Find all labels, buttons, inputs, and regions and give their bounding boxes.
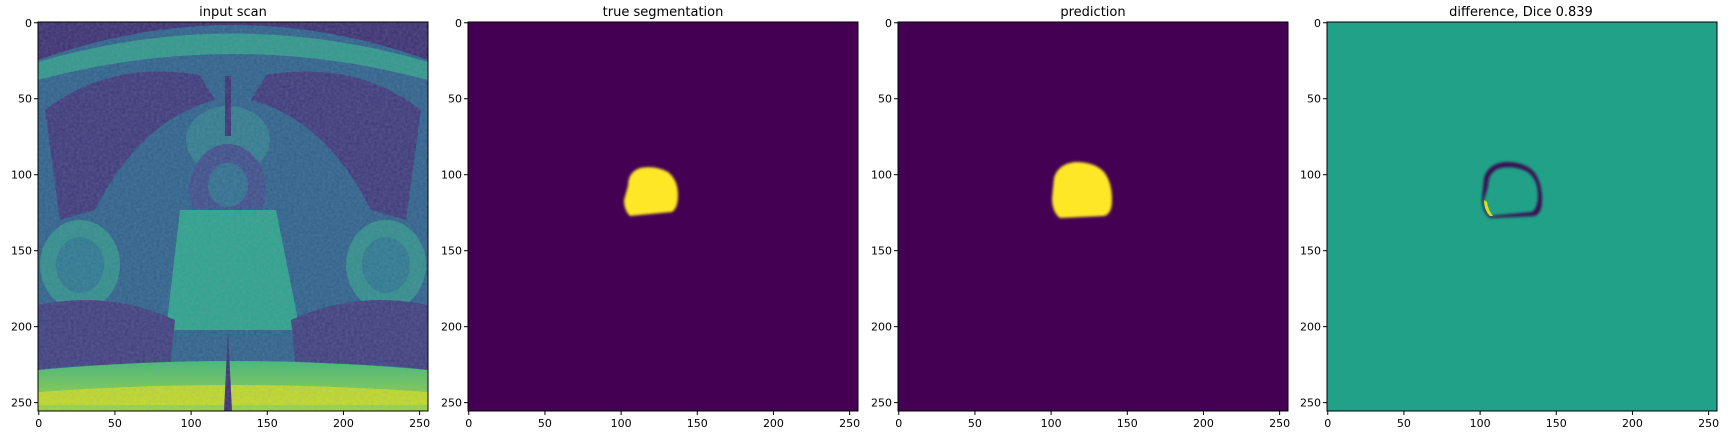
x-axis: 0 50 100 150 200 250 — [35, 411, 430, 430]
x-tick-label: 100 — [1470, 417, 1491, 430]
x-tick-label: 150 — [687, 417, 708, 430]
x-tick-label: 50 — [968, 417, 982, 430]
y-axis: 0 50 100 150 200 250 — [871, 17, 898, 410]
y-tick-label: 150 — [441, 245, 462, 258]
x-tick-label: 50 — [538, 417, 552, 430]
axes-frame — [1326, 21, 1718, 412]
x-tick-label: 150 — [1117, 417, 1138, 430]
y-tick-label: 200 — [441, 321, 462, 334]
x-tick-label: 0 — [895, 417, 902, 430]
x-tick-label: 100 — [181, 417, 202, 430]
x-axis: 0 50 100 150 200 250 — [1324, 411, 1719, 430]
y-tick-label: 200 — [1300, 321, 1321, 334]
y-tick-label: 250 — [11, 397, 32, 410]
false-positive-ring — [1482, 162, 1542, 218]
y-tick-label: 100 — [441, 169, 462, 182]
panel-difference: difference, Dice 0.839 0 50 100 150 200 250 0… — [1300, 5, 1719, 430]
x-axis: 0 50 100 150 200 250 — [895, 411, 1290, 430]
axes-frame — [37, 21, 429, 412]
segmentation-mask — [624, 167, 678, 216]
x-tick-label: 200 — [1193, 417, 1214, 430]
y-tick-label: 150 — [11, 245, 32, 258]
mask-background — [468, 22, 858, 411]
y-tick-label: 200 — [871, 321, 892, 334]
x-tick-label: 0 — [35, 417, 42, 430]
x-tick-label: 100 — [1041, 417, 1062, 430]
panel-title: input scan — [199, 5, 267, 20]
y-axis: 0 50 100 150 200 250 — [441, 17, 468, 410]
x-tick-label: 200 — [333, 417, 354, 430]
y-tick-label: 100 — [871, 169, 892, 182]
axes-frame — [897, 21, 1289, 412]
y-tick-label: 50 — [448, 93, 462, 106]
y-axis: 0 50 100 150 200 250 — [1300, 17, 1327, 410]
axes-frame — [467, 21, 859, 412]
x-tick-label: 0 — [1324, 417, 1331, 430]
y-tick-label: 0 — [455, 17, 462, 30]
y-tick-label: 0 — [1314, 17, 1321, 30]
x-tick-label: 250 — [1698, 417, 1719, 430]
panel-prediction: prediction 0 50 100 150 200 250 0 50 100 150 200 2… — [871, 5, 1290, 430]
scan-image — [38, 22, 428, 411]
y-tick-label: 250 — [1300, 397, 1321, 410]
y-tick-label: 200 — [11, 321, 32, 334]
panel-title: difference, Dice 0.839 — [1449, 5, 1593, 20]
y-tick-label: 0 — [885, 17, 892, 30]
y-tick-label: 50 — [878, 93, 892, 106]
y-axis: 0 50 100 150 200 250 — [11, 17, 38, 410]
x-tick-label: 150 — [1546, 417, 1567, 430]
y-tick-label: 150 — [871, 245, 892, 258]
prediction-mask — [1052, 162, 1112, 218]
x-axis: 0 50 100 150 200 250 — [465, 411, 860, 430]
false-negative-crescent — [1484, 200, 1493, 216]
x-tick-label: 200 — [1622, 417, 1643, 430]
panel-input-scan: input scan — [11, 5, 430, 430]
y-tick-label: 50 — [1307, 93, 1321, 106]
y-tick-label: 250 — [441, 397, 462, 410]
x-tick-label: 250 — [409, 417, 430, 430]
x-tick-label: 200 — [763, 417, 784, 430]
panel-title: prediction — [1060, 5, 1125, 20]
y-tick-label: 150 — [1300, 245, 1321, 258]
x-tick-label: 150 — [257, 417, 278, 430]
x-tick-label: 0 — [465, 417, 472, 430]
y-tick-label: 100 — [11, 169, 32, 182]
y-tick-label: 0 — [25, 17, 32, 30]
y-tick-label: 250 — [871, 397, 892, 410]
x-tick-label: 250 — [1269, 417, 1290, 430]
panel-title: true segmentation — [603, 5, 724, 20]
x-tick-label: 100 — [611, 417, 632, 430]
x-tick-label: 50 — [108, 417, 122, 430]
x-tick-label: 250 — [839, 417, 860, 430]
y-tick-label: 100 — [1300, 169, 1321, 182]
y-tick-label: 50 — [18, 93, 32, 106]
x-tick-label: 50 — [1397, 417, 1411, 430]
panel-true-segmentation: true segmentation 0 50 100 150 200 250 0 50 100… — [441, 5, 860, 430]
